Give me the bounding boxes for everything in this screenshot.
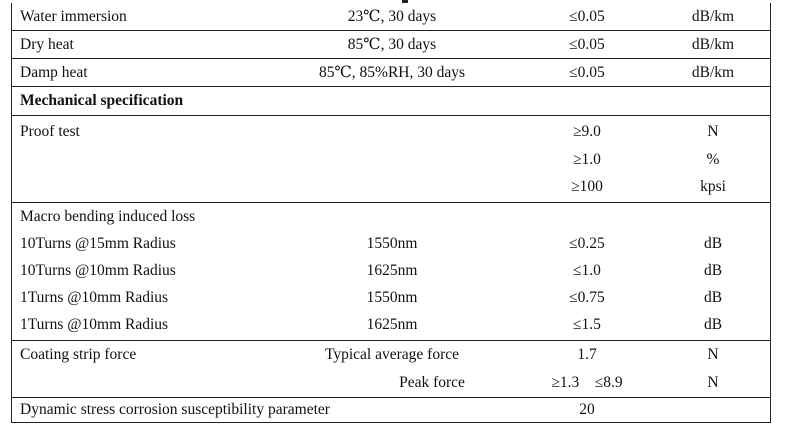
table-row: Macro bending induced loss — [12, 203, 770, 230]
table-row: Water immersion 23℃, 30 days ≤0.05 dB/km — [12, 3, 770, 31]
spec-value: ≤0.05 — [569, 35, 605, 53]
spec-value: 20 — [579, 401, 595, 418]
spec-name: 10Turns @15mm Radius — [20, 234, 176, 252]
spec-name: 1Turns @10mm Radius — [20, 316, 169, 333]
spec-value: ≤1.5 — [573, 316, 601, 333]
spec-value: ≤0.25 — [569, 234, 605, 252]
spec-condition: 85℃, 85%RH, 30 days — [318, 64, 466, 81]
spec-name: Dry heat — [20, 35, 74, 53]
spec-unit: kpsi — [700, 177, 726, 195]
table-row: Coating strip force Typical average forc… — [12, 341, 770, 369]
spec-name: Damp heat — [20, 63, 88, 81]
spec-name: Coating strip force — [20, 346, 137, 363]
spec-condition: 85℃, 30 days — [347, 36, 437, 53]
table-row: 10Turns @10mm Radius 1625nm ≤1.0 dB — [12, 257, 770, 284]
spec-condition: 1550nm — [366, 288, 418, 306]
spec-unit: dB/km — [691, 7, 735, 25]
spec-name: Dynamic stress corrosion susceptibility … — [20, 401, 330, 418]
spec-value: ≥100 — [571, 177, 603, 195]
section-title: Mechanical specification — [20, 92, 184, 109]
spec-unit: dB — [703, 261, 723, 279]
spec-value: ≥1.3 ≤8.9 — [551, 374, 623, 391]
spec-name: 10Turns @10mm Radius — [20, 261, 176, 279]
table-row: ≥100 kpsi — [12, 173, 770, 200]
table-row: Dynamic stress corrosion susceptibility … — [12, 398, 770, 423]
table-row: Proof test ≥9.0 N — [12, 118, 770, 145]
spec-table: Water immersion 23℃, 30 days ≤0.05 dB/km… — [11, 3, 771, 423]
spec-unit: N — [707, 122, 719, 140]
spec-condition: 23℃, 30 days — [347, 8, 437, 25]
table-row: ≥1.0 % — [12, 146, 770, 173]
spec-condition: 1625nm — [366, 316, 418, 333]
spec-name: 1Turns @10mm Radius — [20, 288, 169, 306]
table-row: Dry heat 85℃, 30 days ≤0.05 dB/km — [12, 31, 770, 59]
spec-unit: dB/km — [691, 35, 735, 53]
spec-unit: dB — [703, 288, 723, 306]
spec-condition: 1550nm — [366, 234, 418, 252]
table-row: 1Turns @10mm Radius 1625nm ≤1.5 dB — [12, 311, 770, 339]
spec-condition: 1625nm — [366, 261, 418, 279]
spec-condition: Peak force — [399, 374, 465, 391]
spec-unit: dB/km — [691, 63, 735, 81]
spec-unit: dB — [703, 234, 723, 252]
proof-test-group: Proof test ≥9.0 N ≥1.0 % ≥100 kpsi — [12, 116, 770, 203]
spec-name: Proof test — [20, 122, 80, 140]
table-row: 1Turns @10mm Radius 1550nm ≤0.75 dB — [12, 284, 770, 311]
spec-value: ≤0.05 — [569, 63, 605, 81]
table-row: Peak force ≥1.3 ≤8.9 N — [12, 369, 770, 397]
spec-unit: % — [706, 150, 720, 168]
section-header: Mechanical specification — [12, 87, 770, 116]
macro-bending-group: Macro bending induced loss 10Turns @15mm… — [12, 203, 770, 341]
table-row: Damp heat 85℃, 85%RH, 30 days ≤0.05 dB/k… — [12, 59, 770, 87]
spec-value: ≤0.75 — [569, 288, 605, 306]
coating-strip-group: Coating strip force Typical average forc… — [12, 341, 770, 398]
spec-unit: dB — [703, 316, 723, 333]
spec-value: ≤1.0 — [573, 261, 601, 279]
spec-value: ≥9.0 — [573, 122, 601, 140]
spec-name: Macro bending induced loss — [20, 207, 196, 225]
spec-value: ≤0.05 — [569, 7, 605, 25]
spec-condition: Typical average force — [324, 346, 460, 363]
spec-unit: N — [707, 346, 719, 363]
spec-unit: N — [707, 374, 719, 391]
spec-name: Water immersion — [20, 7, 127, 25]
spec-value: ≥1.0 — [573, 150, 601, 168]
table-row: 10Turns @15mm Radius 1550nm ≤0.25 dB — [12, 230, 770, 257]
spec-value: 1.7 — [577, 346, 597, 363]
cropped-header-mark — [402, 0, 408, 3]
